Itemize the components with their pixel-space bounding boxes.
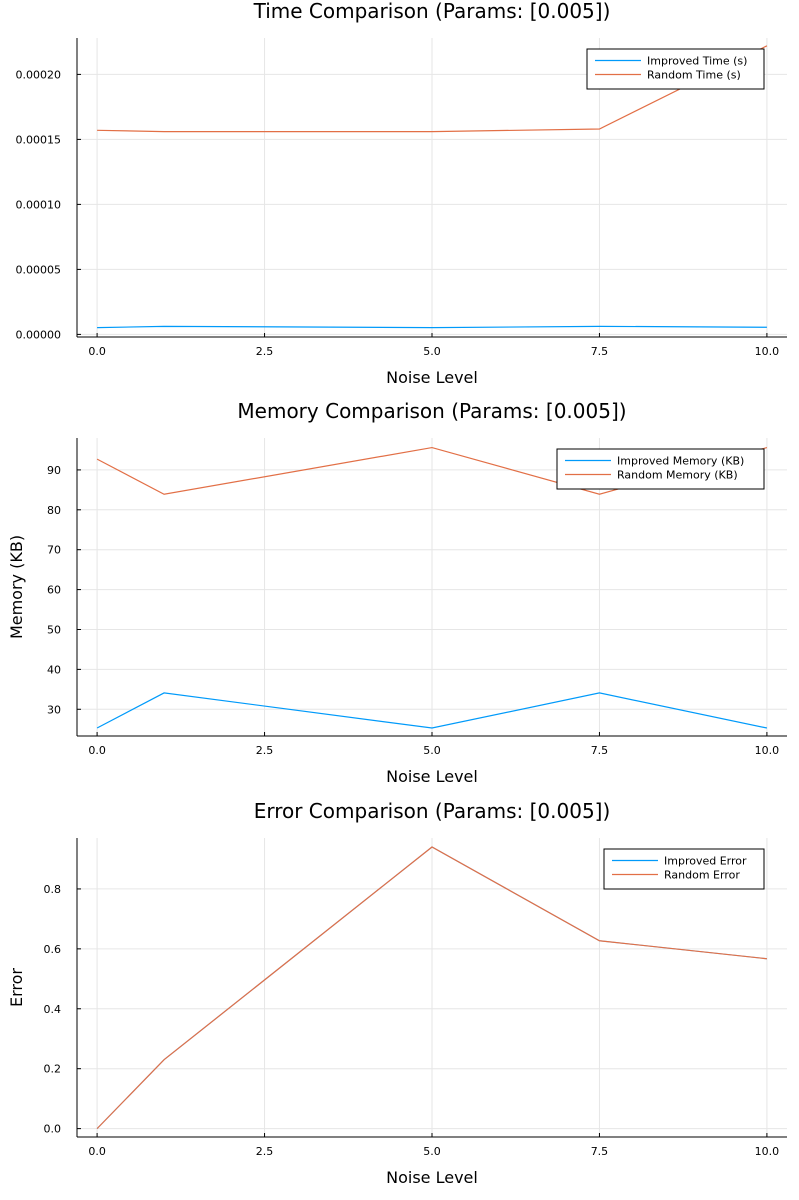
x-tick-label: 0.0: [88, 1145, 106, 1158]
y-tick-label: 50: [47, 623, 61, 636]
legend-box: [586, 48, 765, 90]
x-tick-label: 0.0: [88, 744, 106, 757]
x-tick-label: 2.5: [256, 345, 274, 358]
x-tick-label: 10.0: [755, 744, 780, 757]
x-tick-label: 7.5: [591, 1145, 609, 1158]
y-tick-label: 0.00005: [16, 263, 62, 276]
x-tick-label: 5.0: [423, 345, 441, 358]
y-tick-label: 90: [47, 464, 61, 477]
x-tick-label: 2.5: [256, 1145, 274, 1158]
series-line-1: [96, 692, 768, 729]
chart-title: Time Comparison (Params: [0.005]): [253, 0, 611, 23]
y-tick-label: 0.0: [44, 1123, 62, 1136]
legend-box: [603, 848, 765, 890]
y-tick-label: 0.00000: [16, 328, 62, 341]
y-tick-label: 30: [47, 703, 61, 716]
x-tick-label: 7.5: [591, 345, 609, 358]
chart-panel-1: 0.0 2.5 5.0 7.5 10.0 0.00000 0.00005 0.00010 0.0…: [16, 0, 787, 387]
x-tick-label: 5.0: [423, 1145, 441, 1158]
series-line-2: [97, 45, 768, 133]
chart-title: Memory Comparison (Params: [0.005]): [237, 399, 626, 423]
x-tick-label: 2.5: [256, 744, 274, 757]
y-tick-label: 0.8: [44, 883, 62, 896]
x-axis-label: Noise Level: [386, 1168, 478, 1187]
y-axis-label: Error: [7, 968, 26, 1007]
legend-label: Improved Error: [664, 855, 747, 868]
y-tick-label: 60: [47, 584, 61, 597]
x-tick-label: 10.0: [755, 1145, 780, 1158]
y-tick-label: 70: [47, 544, 61, 557]
y-tick-label: 0.00020: [16, 68, 62, 81]
series-line-1: [97, 325, 767, 329]
series-line-2: [96, 846, 767, 1130]
chart-panel-3: 0.0 2.5 5.0 7.5 10.0 0.0 0.2 0.4 0.6 0.8 Error Com…: [7, 799, 787, 1187]
x-tick-label: 0.0: [88, 345, 106, 358]
legend-label: Random Memory (KB): [617, 469, 738, 482]
y-tick-label: 0.00015: [16, 133, 62, 146]
x-tick-label: 10.0: [755, 345, 780, 358]
x-tick-label: 7.5: [591, 744, 609, 757]
y-tick-label: 0.2: [44, 1063, 62, 1076]
legend-label: Improved Time (s): [647, 55, 747, 68]
y-tick-label: 40: [47, 663, 61, 676]
legend-label: Random Time (s): [647, 69, 741, 82]
chart-title: Error Comparison (Params: [0.005]): [254, 799, 611, 823]
y-tick-label: 0.6: [44, 943, 62, 956]
y-tick-label: 0.4: [44, 1003, 62, 1016]
y-tick-label: 0.00010: [16, 198, 62, 211]
legend-label: Random Error: [664, 869, 740, 882]
x-tick-label: 5.0: [423, 744, 441, 757]
legend-box: [556, 448, 765, 490]
x-axis-label: Noise Level: [386, 767, 478, 786]
y-tick-label: 80: [47, 504, 61, 517]
legend-label: Improved Memory (KB): [617, 455, 744, 468]
chart-panel-2: 0.0 2.5 5.0 7.5 10.0 30 40 50 60 70 80 90 Memory Com…: [7, 399, 787, 786]
x-axis-label: Noise Level: [386, 368, 478, 387]
y-axis-label: Memory (KB): [7, 535, 26, 639]
